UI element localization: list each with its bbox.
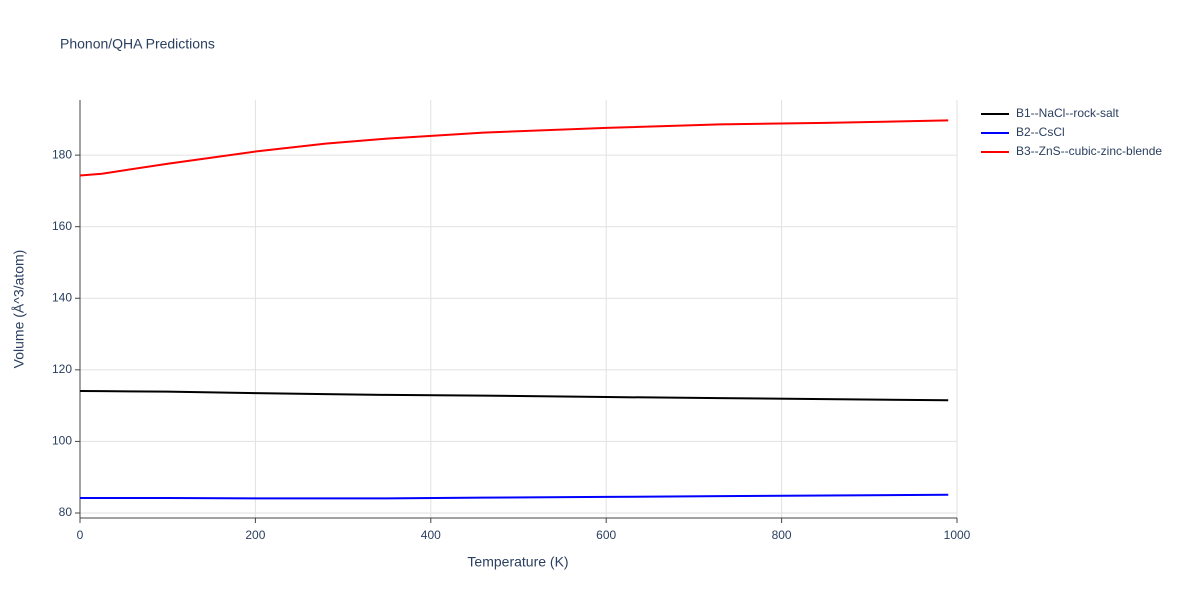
legend-label: B3--ZnS--cubic-zinc-blende xyxy=(1016,144,1162,158)
y-tick-label: 120 xyxy=(52,362,72,376)
x-tick-label: 200 xyxy=(245,528,265,542)
y-tick-label: 100 xyxy=(52,434,72,448)
x-axis-title: Temperature (K) xyxy=(467,554,568,570)
y-tick-label: 180 xyxy=(52,147,72,161)
legend-label: B2--CsCl xyxy=(1016,125,1065,139)
y-tick-label: 80 xyxy=(59,505,73,519)
y-tick-label: 140 xyxy=(52,290,72,304)
x-tick-label: 1000 xyxy=(944,528,971,542)
x-tick-label: 0 xyxy=(77,528,84,542)
chart-title: Phonon/QHA Predictions xyxy=(60,36,215,52)
x-tick-label: 800 xyxy=(772,528,792,542)
x-tick-label: 400 xyxy=(421,528,441,542)
series-line xyxy=(79,389,949,402)
x-tick-label: 600 xyxy=(596,528,616,542)
y-axis-title: Volume (Å^3/atom) xyxy=(11,250,27,369)
series-line xyxy=(79,119,949,177)
legend-label: B1--NaCl--rock-salt xyxy=(1016,106,1119,120)
series-line xyxy=(80,493,949,500)
y-tick-label: 160 xyxy=(52,219,72,233)
